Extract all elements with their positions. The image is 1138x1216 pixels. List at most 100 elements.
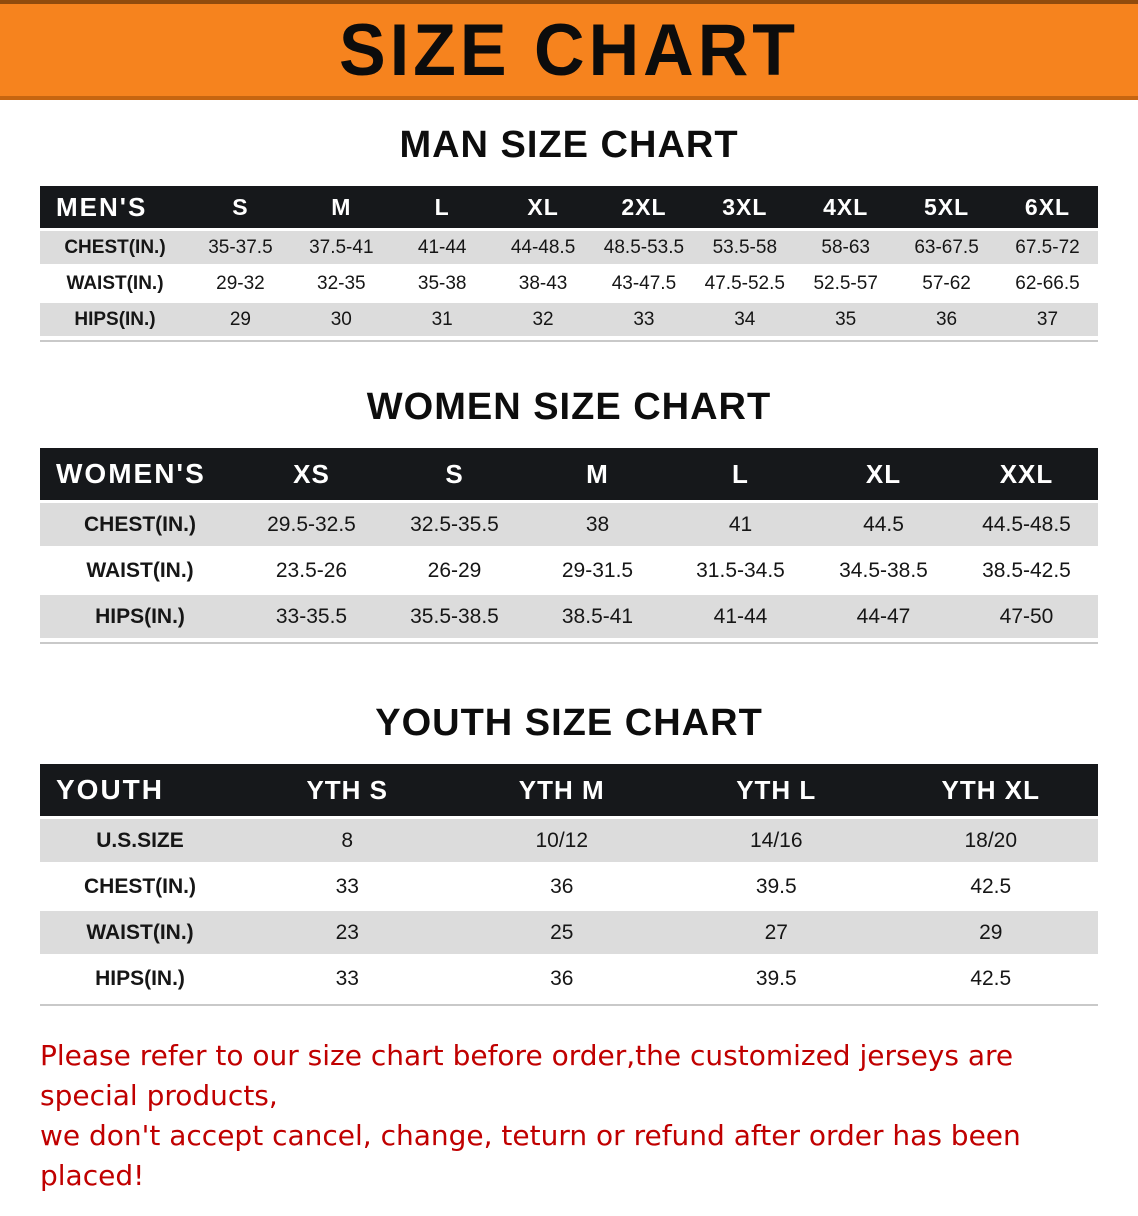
table-cell: 67.5-72 xyxy=(997,231,1098,264)
table-row: WAIST(IN.) 23 25 27 29 xyxy=(40,911,1098,954)
table-cell: 47.5-52.5 xyxy=(694,267,796,300)
table-cell: 36 xyxy=(896,303,997,336)
table-cell: 23.5-26 xyxy=(240,549,383,592)
column-header: M xyxy=(526,448,669,500)
size-section-2: WOMEN SIZE CHART WOMEN'S XS S M L XL XXL CHEST… xyxy=(0,386,1138,644)
table-cell: 33-35.5 xyxy=(240,595,383,638)
table-cell: 32 xyxy=(492,303,594,336)
table-cell: 35-38 xyxy=(391,267,493,300)
column-header: XL xyxy=(492,186,594,228)
table-cell: 18/20 xyxy=(883,819,1098,862)
table-row: HIPS(IN.) 29 30 31 32 33 34 35 36 37 xyxy=(40,303,1098,336)
column-header: S xyxy=(190,186,291,228)
table-cell: 35 xyxy=(795,303,897,336)
table-cell: 29 xyxy=(883,911,1098,954)
disclaimer-line-1: Please refer to our size chart before or… xyxy=(40,1039,1014,1112)
row-label: CHEST(IN.) xyxy=(40,231,190,264)
column-header: XL xyxy=(812,448,955,500)
row-label: U.S.SIZE xyxy=(40,819,240,862)
size-table: YOUTH YTH S YTH M YTH L YTH XL U.S.SIZE 8 10/1… xyxy=(40,761,1098,1003)
row-label: WAIST(IN.) xyxy=(40,267,190,300)
column-header: 3XL xyxy=(694,186,796,228)
table-cell: 58-63 xyxy=(795,231,897,264)
table-cell: 38.5-41 xyxy=(526,595,669,638)
table-row: HIPS(IN.) 33-35.5 35.5-38.5 38.5-41 41-44 44-… xyxy=(40,595,1098,638)
table-cell: 14/16 xyxy=(669,819,884,862)
size-table-body: U.S.SIZE 8 10/12 14/16 18/20 CHEST(IN.) 33 36 39… xyxy=(40,819,1098,1000)
table-cell: 41-44 xyxy=(391,231,493,264)
table-cell: 26-29 xyxy=(383,549,526,592)
size-table: MEN'S S M L XL 2XL 3XL 4XL 5XL 6XL CHEST(IN.) 35-3… xyxy=(40,183,1098,339)
column-header: XS xyxy=(240,448,383,500)
column-header: 5XL xyxy=(896,186,997,228)
column-header: 2XL xyxy=(593,186,695,228)
column-header: YTH M xyxy=(454,764,669,816)
column-header: M xyxy=(290,186,392,228)
section-heading: WOMEN SIZE CHART xyxy=(366,386,772,428)
column-header: 4XL xyxy=(795,186,897,228)
column-header: YTH XL xyxy=(883,764,1098,816)
table-cell: 42.5 xyxy=(883,957,1098,1000)
row-label: HIPS(IN.) xyxy=(40,595,240,638)
charts-main: MAN SIZE CHART MEN'S S M L XL 2XL 3XL 4XL 5XL 6XL… xyxy=(0,124,1138,1006)
table-cell: 37.5-41 xyxy=(290,231,392,264)
table-cell: 62-66.5 xyxy=(997,267,1098,300)
table-row: HIPS(IN.) 33 36 39.5 42.5 xyxy=(40,957,1098,1000)
table-row: WAIST(IN.) 23.5-26 26-29 29-31.5 31.5-34.5 34… xyxy=(40,549,1098,592)
row-label: CHEST(IN.) xyxy=(40,503,240,546)
table-row: WAIST(IN.) 29-32 32-35 35-38 38-43 43-47.5 47.… xyxy=(40,267,1098,300)
table-cell: 52.5-57 xyxy=(795,267,897,300)
table-cell: 44.5-48.5 xyxy=(955,503,1098,546)
row-label: HIPS(IN.) xyxy=(40,957,240,1000)
table-cell: 31.5-34.5 xyxy=(669,549,812,592)
column-header: 6XL xyxy=(997,186,1098,228)
table-cell: 39.5 xyxy=(669,957,884,1000)
table-cell: 33 xyxy=(593,303,695,336)
table-cell: 8 xyxy=(240,819,455,862)
table-cell: 32.5-35.5 xyxy=(383,503,526,546)
size-section-3: YOUTH SIZE CHART YOUTH YTH S YTH M YTH L YTH… xyxy=(0,702,1138,1006)
table-corner-label: WOMEN'S xyxy=(40,448,240,500)
table-cell: 38 xyxy=(526,503,669,546)
table-cell: 33 xyxy=(240,865,455,908)
table-cell: 38-43 xyxy=(492,267,594,300)
row-label: CHEST(IN.) xyxy=(40,865,240,908)
table-cell: 35-37.5 xyxy=(190,231,291,264)
table-cell: 25 xyxy=(454,911,669,954)
section-heading: MAN SIZE CHART xyxy=(399,124,739,166)
table-cell: 36 xyxy=(454,957,669,1000)
table-cell: 36 xyxy=(454,865,669,908)
size-table-head: YOUTH YTH S YTH M YTH L YTH XL xyxy=(40,764,1098,816)
table-cell: 44-47 xyxy=(812,595,955,638)
page-title: SIZE CHART xyxy=(339,9,799,91)
table-row: U.S.SIZE 8 10/12 14/16 18/20 xyxy=(40,819,1098,862)
size-table-wrap: WOMEN'S XS S M L XL XXL CHEST(IN.) 29.5-32.5 32.… xyxy=(40,445,1098,644)
table-cell: 39.5 xyxy=(669,865,884,908)
table-cell: 42.5 xyxy=(883,865,1098,908)
table-cell: 34.5-38.5 xyxy=(812,549,955,592)
table-cell: 38.5-42.5 xyxy=(955,549,1098,592)
size-table-body: CHEST(IN.) 35-37.5 37.5-41 41-44 44-48.5 48.5… xyxy=(40,231,1098,336)
table-cell: 29-32 xyxy=(190,267,291,300)
size-table-wrap: MEN'S S M L XL 2XL 3XL 4XL 5XL 6XL CHEST(IN.) 35-3… xyxy=(40,183,1098,342)
row-label: HIPS(IN.) xyxy=(40,303,190,336)
size-table-head: WOMEN'S XS S M L XL XXL xyxy=(40,448,1098,500)
table-cell: 47-50 xyxy=(955,595,1098,638)
table-row: CHEST(IN.) 29.5-32.5 32.5-35.5 38 41 44.5 44.5… xyxy=(40,503,1098,546)
table-cell: 44.5 xyxy=(812,503,955,546)
table-cell: 37 xyxy=(997,303,1098,336)
column-header: YTH L xyxy=(669,764,884,816)
table-row: CHEST(IN.) 33 36 39.5 42.5 xyxy=(40,865,1098,908)
table-cell: 31 xyxy=(391,303,493,336)
table-cell: 27 xyxy=(669,911,884,954)
table-cell: 33 xyxy=(240,957,455,1000)
table-cell: 44-48.5 xyxy=(492,231,594,264)
table-cell: 48.5-53.5 xyxy=(593,231,695,264)
table-cell: 29-31.5 xyxy=(526,549,669,592)
header-row: MEN'S S M L XL 2XL 3XL 4XL 5XL 6XL xyxy=(40,186,1098,228)
row-label: WAIST(IN.) xyxy=(40,911,240,954)
table-cell: 30 xyxy=(290,303,392,336)
table-cell: 29 xyxy=(190,303,291,336)
banner: SIZE CHART xyxy=(0,0,1138,100)
